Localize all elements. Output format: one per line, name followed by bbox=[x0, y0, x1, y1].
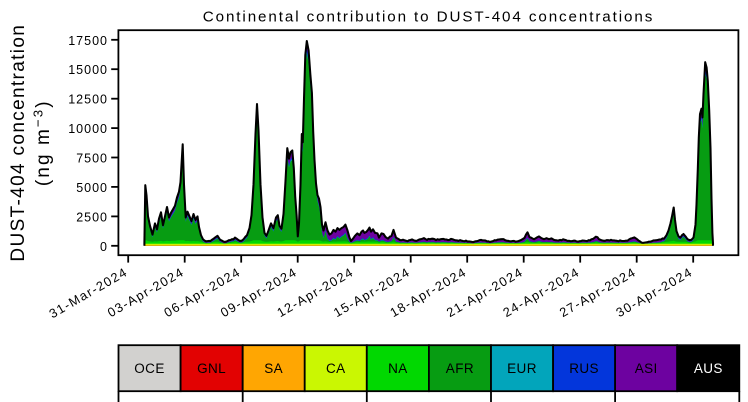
svg-text:17500: 17500 bbox=[68, 34, 108, 48]
svg-text:SA: SA bbox=[264, 361, 283, 376]
svg-text:12500: 12500 bbox=[68, 93, 108, 107]
svg-text:2500: 2500 bbox=[76, 210, 108, 224]
svg-text:GNL: GNL bbox=[197, 361, 226, 376]
svg-text:Continental contribution to DU: Continental contribution to DUST-404 con… bbox=[203, 8, 654, 25]
svg-text:10000: 10000 bbox=[68, 122, 108, 136]
svg-text:AFR: AFR bbox=[446, 361, 474, 376]
svg-text:AUS: AUS bbox=[694, 361, 723, 376]
svg-text:0: 0 bbox=[100, 240, 108, 254]
svg-text:15000: 15000 bbox=[68, 63, 108, 77]
svg-text:DUST-404 concentration: DUST-404 concentration bbox=[8, 24, 29, 262]
svg-text:EUR: EUR bbox=[507, 361, 537, 376]
svg-text:RUS: RUS bbox=[569, 361, 599, 376]
svg-text:5000: 5000 bbox=[76, 181, 108, 195]
svg-text:NA: NA bbox=[388, 361, 408, 376]
svg-text:CA: CA bbox=[326, 361, 346, 376]
svg-text:7500: 7500 bbox=[76, 152, 108, 166]
svg-text:OCE: OCE bbox=[134, 361, 164, 376]
svg-text:ASI: ASI bbox=[635, 361, 658, 376]
